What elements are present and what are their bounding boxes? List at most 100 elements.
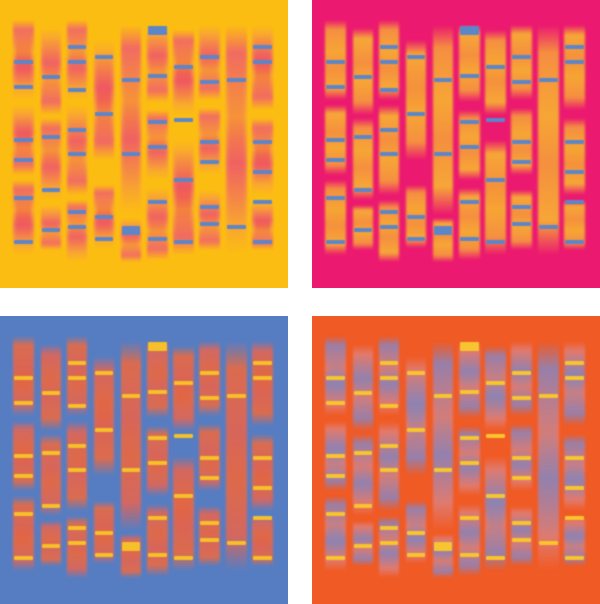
stripe-accent	[70, 526, 84, 568]
stripe	[94, 40, 114, 160]
stripe-accent	[462, 198, 477, 250]
band	[407, 531, 425, 535]
stripe	[379, 105, 399, 195]
band	[148, 553, 167, 557]
stripe	[67, 200, 87, 262]
stripe-accent	[44, 38, 58, 105]
stripe-accent	[229, 35, 244, 245]
band	[95, 237, 113, 241]
stripe	[433, 341, 453, 531]
band	[539, 225, 558, 229]
stripe-accent	[382, 431, 396, 501]
band	[565, 361, 584, 365]
band	[68, 404, 86, 408]
band	[380, 526, 398, 530]
band	[512, 160, 531, 164]
band	[200, 521, 219, 525]
stripe-accent	[44, 444, 58, 506]
stripe	[121, 341, 141, 531]
stripe-accent	[567, 444, 582, 501]
band	[95, 215, 113, 219]
band	[512, 80, 531, 84]
stripe	[94, 356, 114, 476]
band	[460, 553, 479, 557]
stripe	[41, 28, 61, 115]
band	[380, 210, 398, 214]
stripe-accent	[382, 210, 396, 252]
band	[460, 200, 479, 204]
band	[460, 26, 479, 35]
band	[486, 65, 505, 69]
band	[42, 451, 60, 455]
band	[42, 188, 60, 192]
stripe	[252, 118, 273, 195]
band	[326, 158, 345, 162]
stripe-accent	[150, 35, 165, 92]
band	[434, 468, 452, 472]
stripe-accent	[44, 531, 58, 556]
stripe-accent	[44, 354, 58, 421]
band	[253, 556, 272, 560]
band	[326, 196, 345, 200]
stripe-accent	[202, 200, 217, 240]
band	[68, 128, 86, 132]
stripe	[564, 434, 585, 511]
band	[253, 200, 272, 204]
stripe	[67, 421, 87, 511]
band	[14, 401, 33, 405]
stripe-accent	[202, 35, 217, 90]
band	[354, 451, 372, 455]
stripe-accent	[567, 128, 582, 185]
band	[174, 65, 193, 69]
band	[354, 391, 372, 395]
band	[148, 436, 167, 440]
band	[354, 135, 372, 139]
band	[326, 512, 345, 516]
stripe	[379, 421, 399, 511]
band	[200, 371, 219, 375]
band	[148, 237, 167, 241]
band	[565, 556, 584, 560]
band	[95, 531, 113, 535]
band	[200, 476, 219, 480]
band	[200, 140, 219, 144]
stripe-accent	[514, 516, 529, 556]
band	[326, 556, 345, 560]
band	[174, 118, 193, 122]
stripe-accent	[124, 351, 138, 521]
band	[14, 556, 33, 560]
band	[326, 138, 345, 142]
stripe	[147, 504, 168, 576]
stripe	[406, 40, 426, 160]
stripe-accent	[44, 128, 58, 190]
band	[460, 436, 479, 440]
band	[14, 85, 33, 89]
band	[512, 456, 531, 460]
band	[148, 26, 167, 35]
stripe-accent	[176, 466, 191, 561]
band	[174, 240, 193, 244]
stripe-accent	[488, 466, 503, 561]
stripe-accent	[514, 200, 529, 240]
stripe-accent	[44, 215, 58, 240]
band	[200, 538, 219, 542]
band	[512, 222, 531, 226]
band	[68, 376, 86, 380]
stripe-accent	[488, 150, 503, 245]
band	[42, 228, 60, 232]
stripe-accent	[124, 35, 138, 205]
band	[148, 74, 167, 78]
stripe	[485, 456, 506, 571]
panel-magenta	[312, 0, 600, 288]
band	[326, 401, 345, 405]
stripe-accent	[70, 431, 84, 501]
band	[380, 45, 398, 49]
band	[253, 170, 272, 174]
stripe-accent	[255, 210, 270, 240]
stripe	[67, 105, 87, 195]
band	[434, 152, 452, 156]
band	[148, 120, 167, 124]
stripe	[564, 516, 585, 566]
stripe-accent	[567, 210, 582, 240]
stripe-accent	[255, 35, 270, 100]
